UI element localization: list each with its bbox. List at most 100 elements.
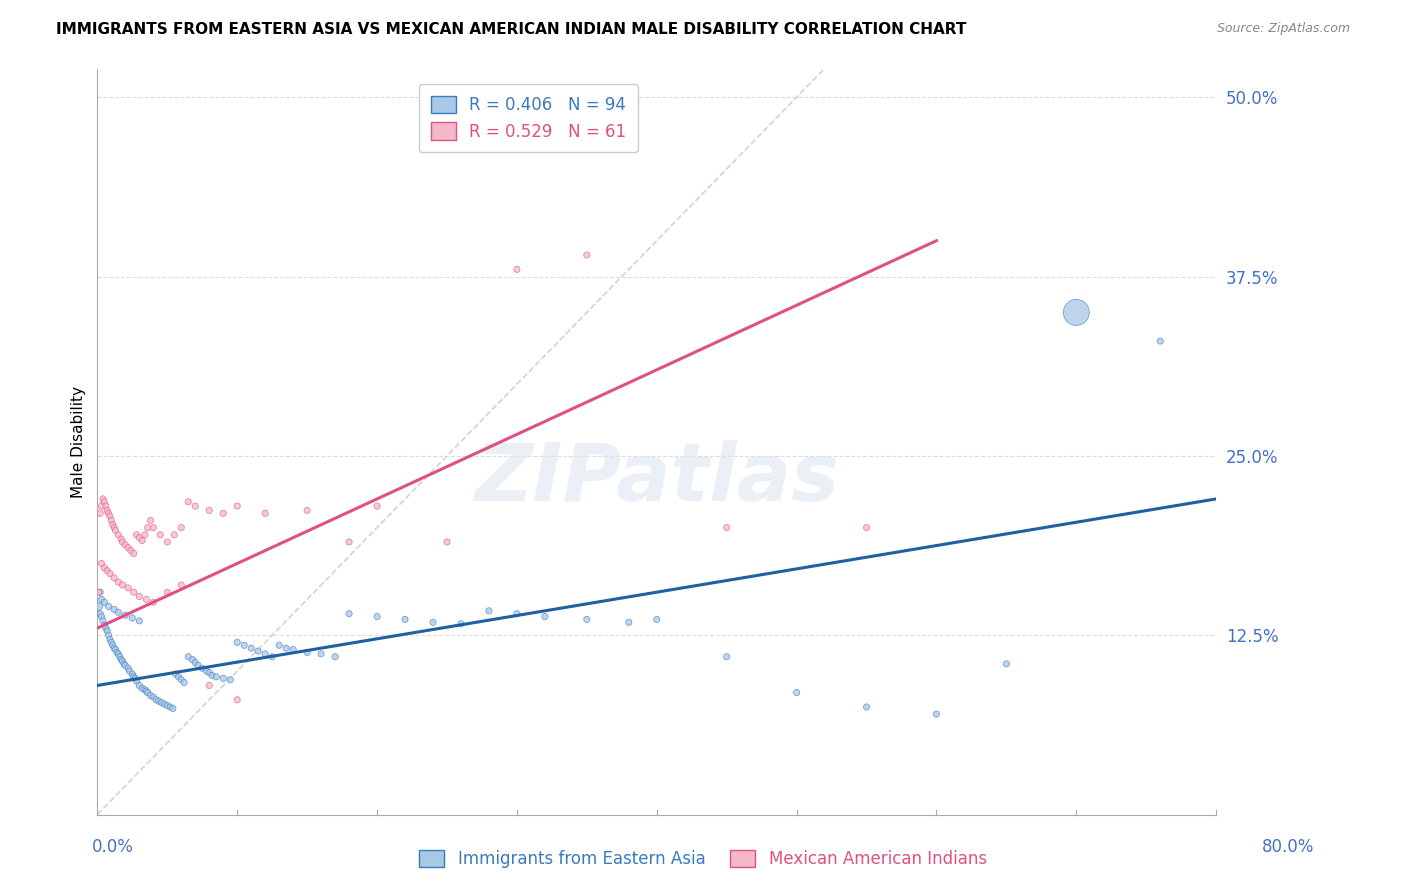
- Point: [122, 585, 145, 599]
- Point: [90, 499, 112, 513]
- Point: [121, 611, 143, 625]
- Point: [110, 532, 132, 546]
- Point: [110, 652, 132, 666]
- Point: [233, 638, 256, 652]
- Point: [262, 649, 284, 664]
- Point: [149, 528, 172, 542]
- Point: [98, 566, 121, 581]
- Point: [98, 632, 121, 647]
- Point: [184, 656, 207, 670]
- Point: [173, 675, 195, 690]
- Point: [191, 661, 214, 675]
- Point: [170, 578, 193, 592]
- Point: [855, 700, 877, 714]
- Point: [112, 657, 135, 671]
- Point: [125, 674, 148, 689]
- Text: 0.0%: 0.0%: [91, 838, 134, 855]
- Point: [366, 499, 388, 513]
- Point: [156, 698, 179, 713]
- Point: [645, 612, 668, 626]
- Point: [121, 667, 143, 681]
- Legend: R = 0.406   N = 94, R = 0.529   N = 61: R = 0.406 N = 94, R = 0.529 N = 61: [419, 85, 638, 153]
- Y-axis label: Male Disability: Male Disability: [72, 385, 86, 498]
- Point: [89, 585, 111, 599]
- Point: [506, 262, 529, 277]
- Point: [219, 673, 242, 687]
- Point: [135, 592, 157, 607]
- Point: [295, 645, 318, 659]
- Point: [450, 616, 472, 631]
- Point: [131, 681, 153, 696]
- Point: [323, 649, 346, 664]
- Point: [100, 513, 122, 527]
- Point: [128, 531, 150, 545]
- Point: [139, 513, 162, 527]
- Point: [170, 673, 193, 687]
- Point: [117, 541, 139, 555]
- Point: [925, 707, 948, 722]
- Point: [142, 521, 165, 535]
- Point: [134, 682, 156, 697]
- Point: [716, 521, 738, 535]
- Point: [150, 696, 173, 710]
- Point: [153, 697, 176, 711]
- Point: [97, 628, 120, 642]
- Point: [177, 495, 200, 509]
- Point: [617, 615, 640, 630]
- Point: [534, 609, 557, 624]
- Point: [100, 635, 122, 649]
- Point: [91, 491, 114, 506]
- Point: [108, 649, 131, 664]
- Point: [91, 614, 114, 628]
- Point: [478, 604, 501, 618]
- Point: [128, 678, 150, 692]
- Point: [226, 693, 249, 707]
- Point: [128, 614, 150, 628]
- Point: [90, 592, 112, 607]
- Point: [786, 685, 808, 699]
- Point: [111, 578, 134, 592]
- Point: [97, 506, 120, 520]
- Point: [1066, 305, 1088, 319]
- Point: [107, 605, 129, 619]
- Point: [205, 670, 228, 684]
- Point: [165, 667, 187, 681]
- Point: [295, 503, 318, 517]
- Point: [394, 612, 416, 626]
- Point: [177, 649, 200, 664]
- Point: [198, 678, 221, 692]
- Point: [93, 561, 115, 575]
- Point: [90, 609, 112, 624]
- Point: [145, 693, 167, 707]
- Point: [118, 664, 141, 678]
- Point: [131, 533, 153, 548]
- Point: [337, 607, 360, 621]
- Point: [96, 503, 118, 517]
- Point: [212, 671, 235, 685]
- Point: [94, 499, 117, 513]
- Point: [90, 557, 112, 571]
- Point: [170, 521, 193, 535]
- Point: [89, 607, 111, 621]
- Point: [226, 635, 249, 649]
- Point: [142, 595, 165, 609]
- Text: 80.0%: 80.0%: [1263, 838, 1315, 855]
- Point: [94, 621, 117, 635]
- Point: [134, 528, 156, 542]
- Point: [104, 642, 127, 657]
- Point: [269, 638, 291, 652]
- Point: [184, 499, 207, 513]
- Legend: Immigrants from Eastern Asia, Mexican American Indians: Immigrants from Eastern Asia, Mexican Am…: [412, 843, 994, 875]
- Point: [128, 590, 150, 604]
- Point: [187, 658, 209, 673]
- Point: [716, 649, 738, 664]
- Point: [93, 618, 115, 632]
- Point: [114, 608, 136, 623]
- Point: [107, 647, 129, 661]
- Point: [855, 521, 877, 535]
- Text: IMMIGRANTS FROM EASTERN ASIA VS MEXICAN AMERICAN INDIAN MALE DISABILITY CORRELAT: IMMIGRANTS FROM EASTERN ASIA VS MEXICAN …: [56, 22, 966, 37]
- Point: [226, 499, 249, 513]
- Point: [195, 664, 218, 678]
- Point: [101, 638, 124, 652]
- Point: [87, 585, 110, 599]
